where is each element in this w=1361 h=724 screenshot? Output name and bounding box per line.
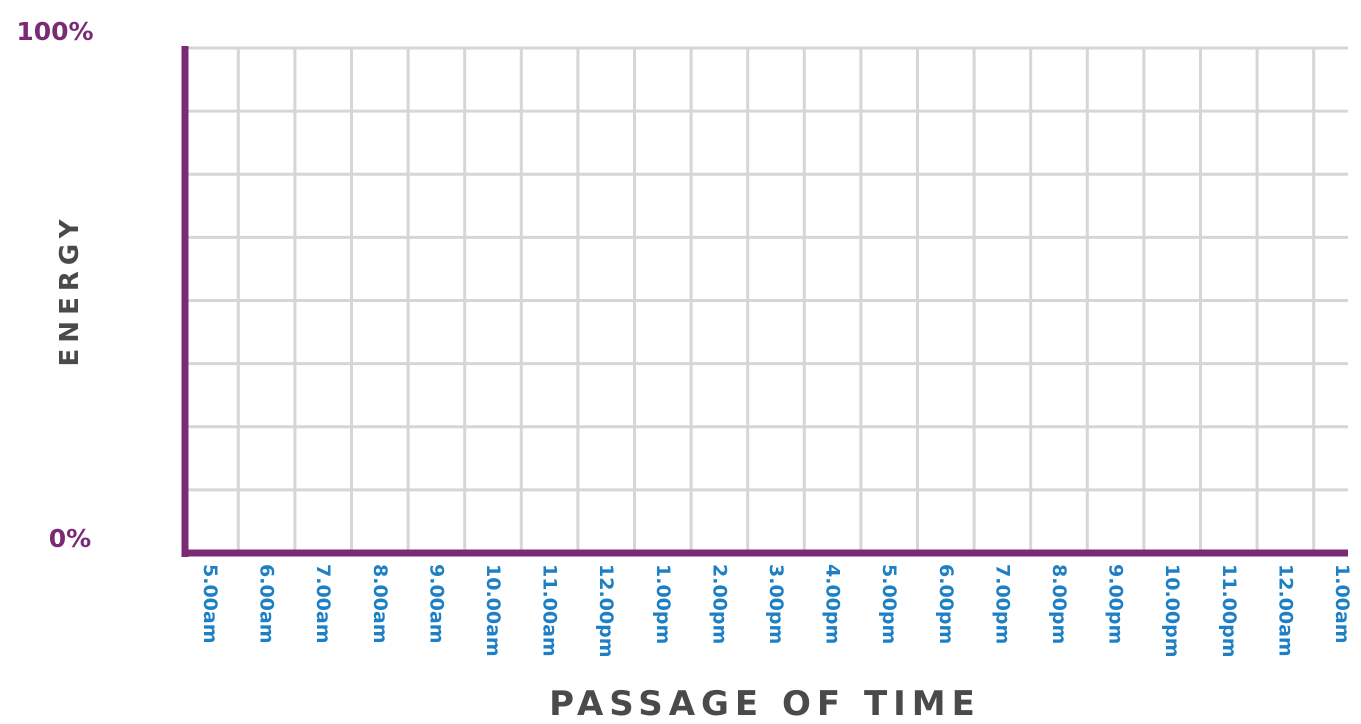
x-tick-label: 9.00pm xyxy=(1105,564,1127,644)
x-tick-label: 2.00pm xyxy=(708,564,730,644)
x-tick-label: 7.00am xyxy=(312,564,334,644)
y-tick-label-min: 0% xyxy=(49,524,91,553)
x-tick-label: 1.00am xyxy=(1331,564,1353,644)
y-tick-label-max: 100% xyxy=(16,17,93,46)
x-tick-label: 5.00pm xyxy=(878,564,900,644)
x-tick-label: 11.00am xyxy=(539,564,561,657)
x-tick-label: 9.00am xyxy=(425,564,447,644)
grid xyxy=(185,46,1348,553)
x-tick-label: 8.00am xyxy=(369,564,391,644)
x-tick-labels: 5.00am 6.00am 7.00am 8.00am 9.00am 10.00am 11.… xyxy=(199,564,1353,658)
x-tick-label: 1.00pm xyxy=(652,564,674,644)
x-tick-label: 6.00am xyxy=(256,564,278,644)
x-tick-label: 10.00am xyxy=(482,564,504,657)
x-tick-label: 11.00pm xyxy=(1218,564,1240,658)
axes xyxy=(181,46,1348,557)
x-tick-label: 12.00am xyxy=(1274,564,1296,657)
x-tick-label: 3.00pm xyxy=(765,564,787,644)
y-axis-title: ENERGY xyxy=(55,214,85,367)
x-tick-label: 12.00pm xyxy=(595,564,617,658)
x-tick-label: 6.00pm xyxy=(935,564,957,644)
x-tick-label: 7.00pm xyxy=(991,564,1013,644)
x-axis-title: PASSAGE OF TIME xyxy=(549,684,981,724)
x-tick-label: 10.00pm xyxy=(1161,564,1183,658)
x-tick-label: 4.00pm xyxy=(822,564,844,644)
x-tick-label: 8.00pm xyxy=(1048,564,1070,644)
x-tick-label: 5.00am xyxy=(199,564,221,644)
